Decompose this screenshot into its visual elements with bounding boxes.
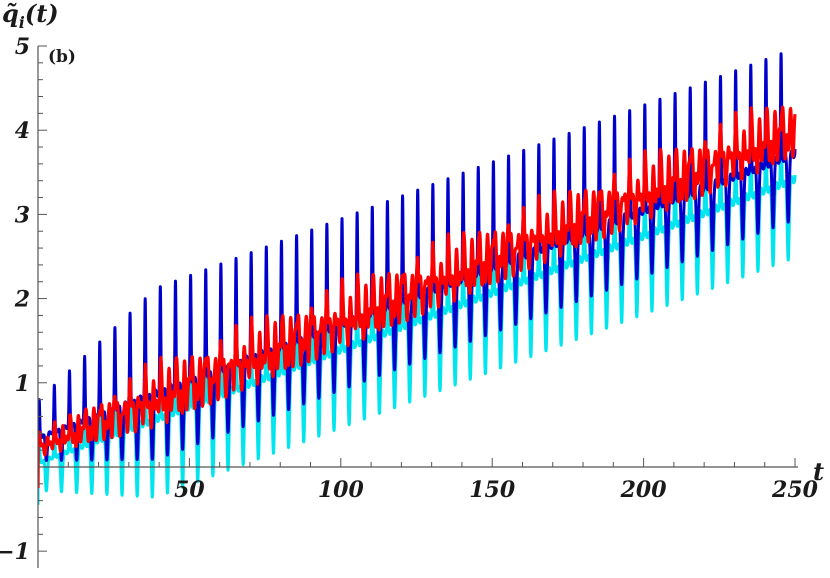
y-tick-label: 5: [15, 34, 30, 60]
series-layer: [38, 52, 797, 505]
y-axis-label-sub: i: [19, 13, 25, 32]
y-tick-label: 4: [15, 118, 30, 144]
x-tick-label: 50: [174, 477, 205, 503]
y-axis-label: q̃i(t): [2, 0, 59, 32]
x-tick-label: 200: [620, 477, 668, 503]
y-axis-label-arg: (t): [25, 0, 59, 28]
ticks: 50 100 150 200 250 −1 1 2 3 4 5: [0, 34, 819, 565]
series-line-3: [38, 105, 797, 489]
labels: q̃i(t) (b) t: [2, 0, 824, 486]
y-tick-label: 2: [14, 287, 30, 313]
y-tick-label: −1: [0, 539, 30, 565]
x-tick-label: 150: [469, 477, 516, 503]
y-tick-label: 1: [15, 371, 30, 397]
y-tick-label: 3: [15, 202, 30, 228]
y-axis-label-base: q̃: [2, 0, 19, 28]
x-axis-label: t: [813, 457, 824, 486]
x-tick-label: 250: [771, 477, 819, 503]
plot-area: 50 100 150 200 250 −1 1 2 3 4 5: [0, 34, 819, 568]
panel-label: (b): [48, 47, 76, 67]
x-tick-label: 100: [318, 477, 365, 503]
